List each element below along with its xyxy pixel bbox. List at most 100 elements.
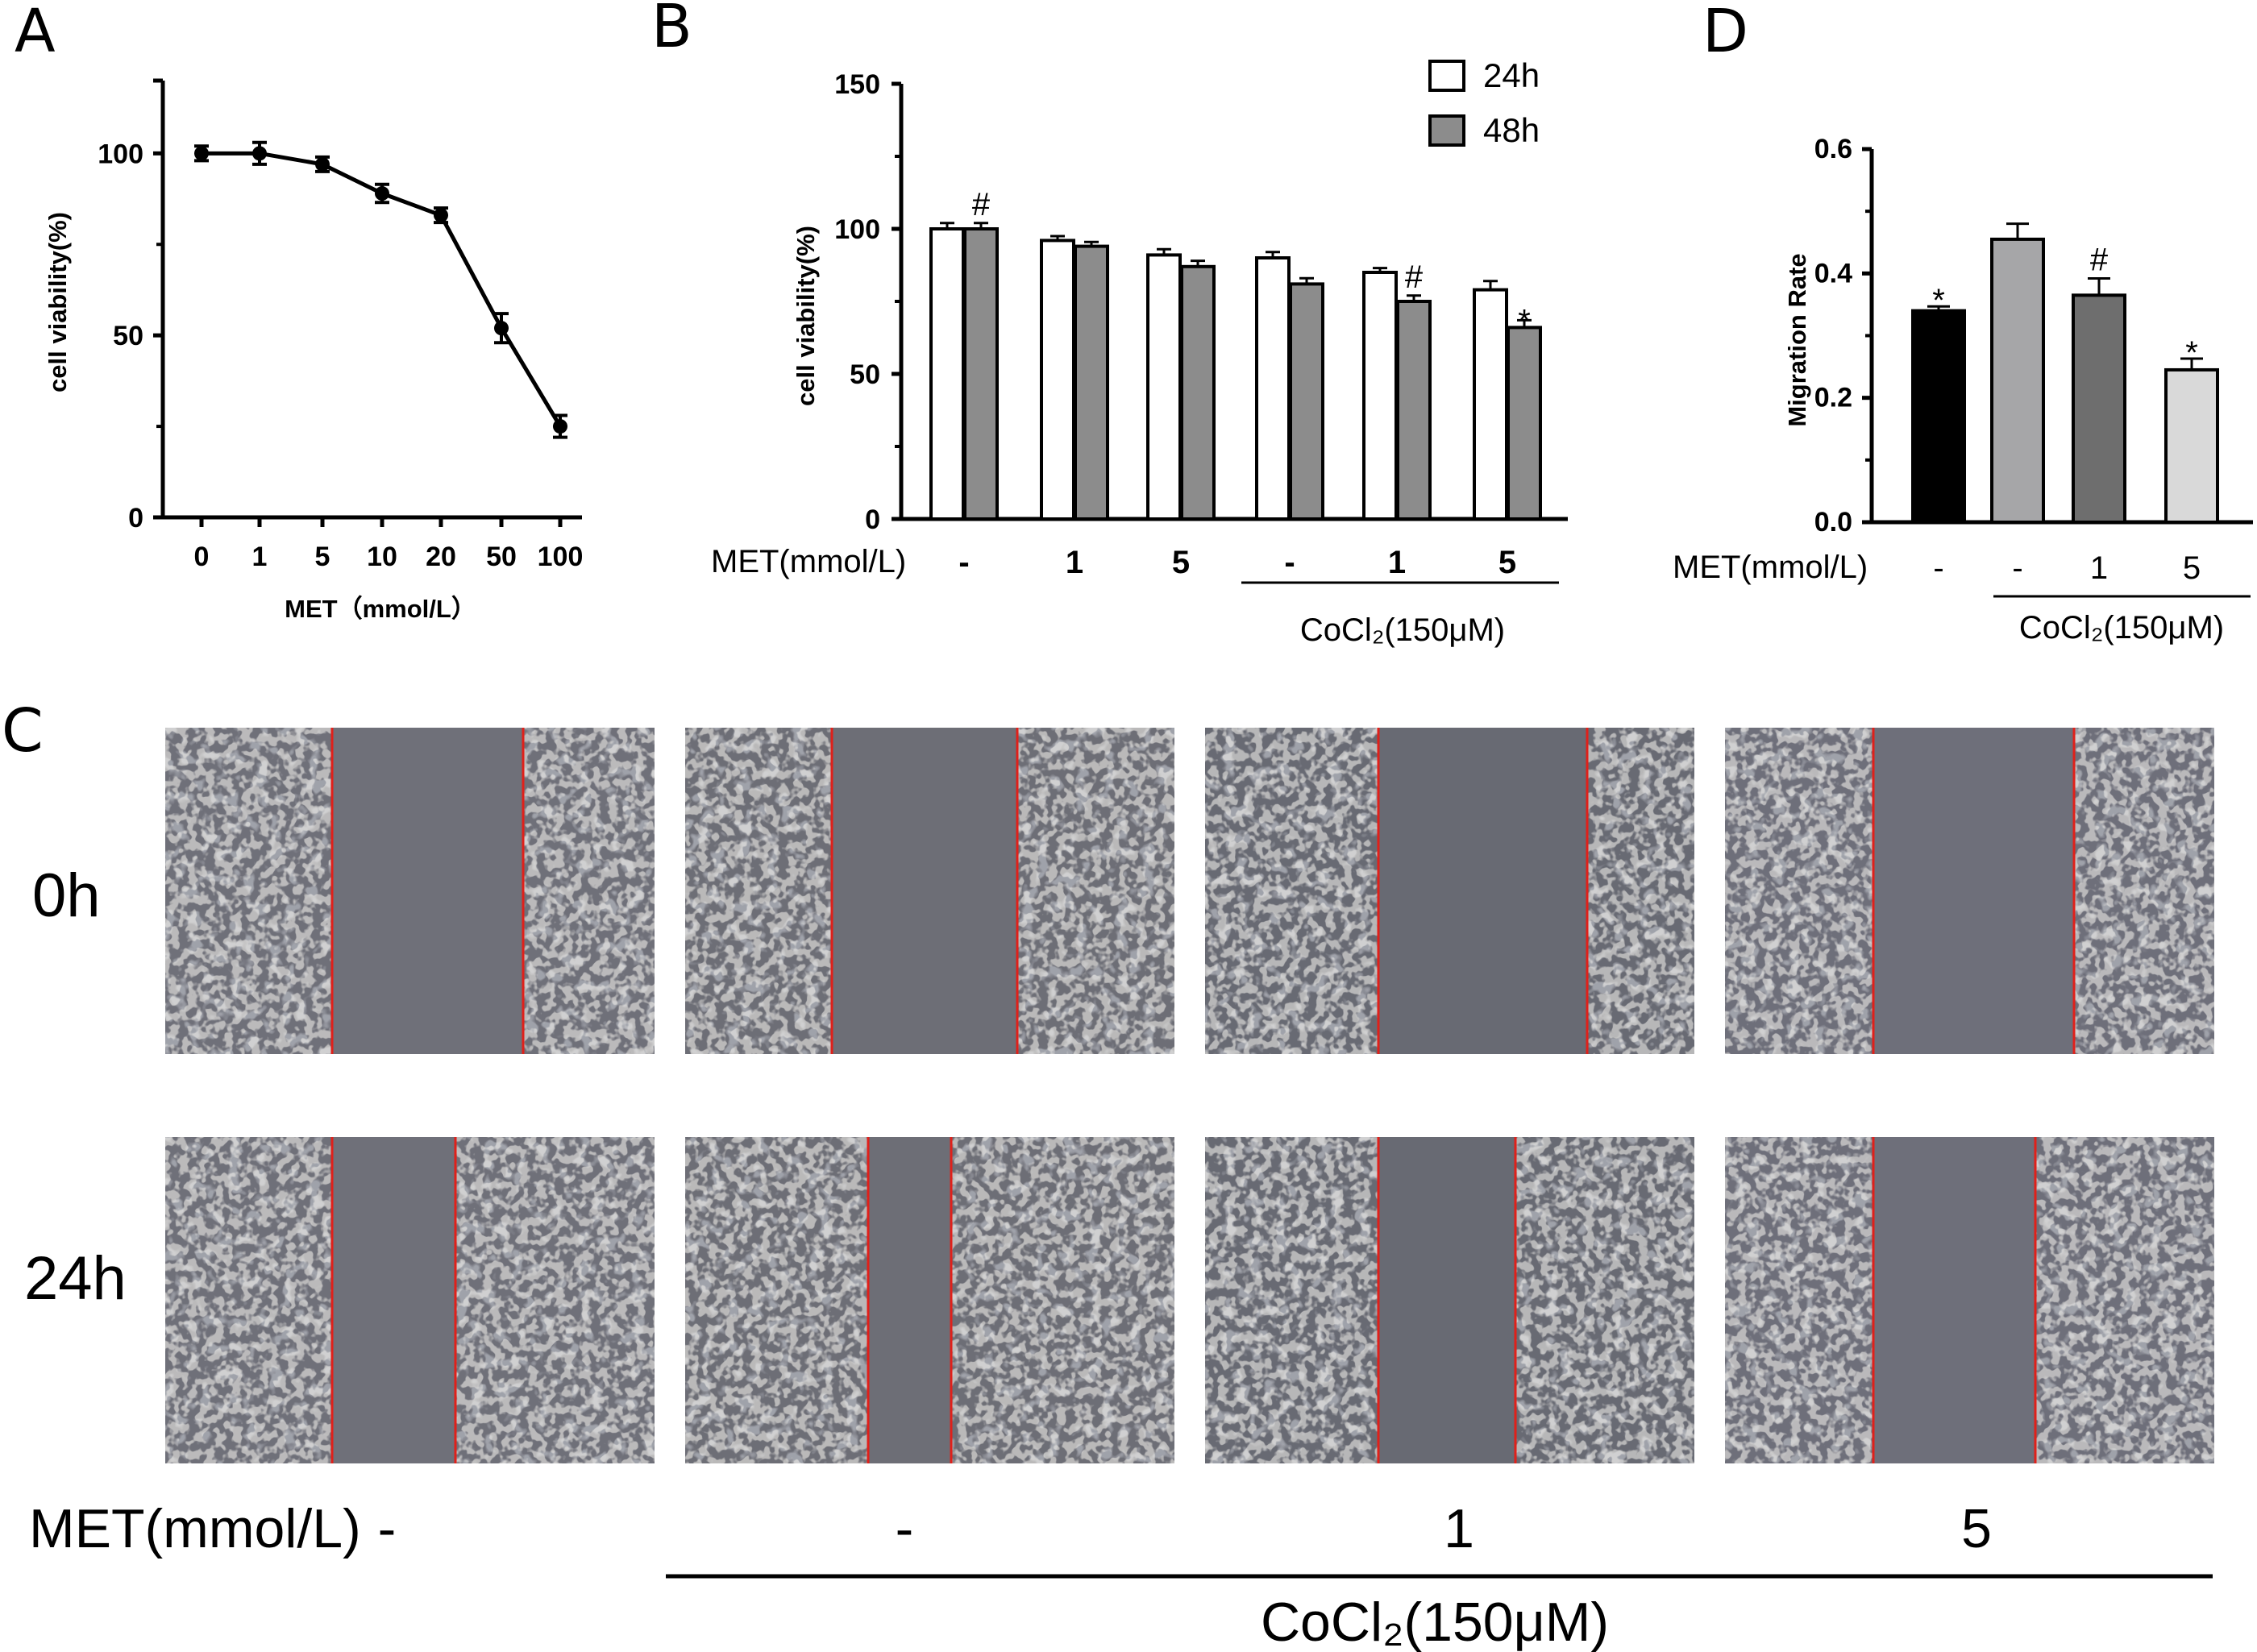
cell-texture: [1725, 728, 1873, 1054]
wound-healing-panel: 0h 24h MET(mmol/L) - - 1 5 CoCl₂(150μM): [24, 728, 2214, 1652]
d-significance-mark: *: [2185, 335, 2198, 371]
a-point: [494, 321, 509, 336]
chart-b: 0 50 100 150 # # * 24h 48h cell viability(%) M…: [711, 56, 1568, 648]
row-label-0h: 0h: [32, 861, 101, 930]
d-met-label: MET(mmol/L): [1673, 550, 1868, 585]
c-met-value: 1: [1444, 1498, 1474, 1559]
panel-label-b: B: [651, 0, 692, 61]
b-category-label: -: [1284, 545, 1295, 580]
b-bar-24h: [1255, 256, 1291, 521]
b-bar-48h: [1074, 244, 1109, 521]
c-cocl2-label: CoCl₂(150μM): [1261, 1592, 1609, 1652]
b-y-tick-label: 150: [834, 69, 880, 100]
b-category-label: 1: [1388, 545, 1406, 580]
c-met-label: MET(mmol/L): [29, 1498, 361, 1559]
a-x-tick-label: 5: [315, 542, 330, 572]
b-legend-swatch: [1428, 60, 1465, 92]
d-category-label: -: [2012, 550, 2022, 586]
a-point: [375, 186, 389, 201]
cell-texture: [685, 728, 832, 1054]
a-y-axis-label: cell viability(%): [44, 212, 72, 392]
b-cocl2-label: CoCl₂(150μM): [1300, 612, 1505, 648]
b-bar-24h: [1362, 271, 1398, 521]
row-label-24h: 24h: [24, 1244, 127, 1313]
cell-texture: [1205, 728, 1378, 1054]
b-met-label: MET(mmol/L): [711, 544, 906, 579]
d-category-label: -: [1933, 550, 1943, 586]
b-legend-swatch: [1428, 114, 1465, 147]
c-met-value: -: [378, 1498, 397, 1559]
cell-texture: [1205, 1137, 1378, 1463]
d-y-tick-label: 0.6: [1814, 134, 1852, 164]
b-bar-48h: [1396, 300, 1432, 521]
d-y-tick-label: 0.2: [1814, 383, 1852, 413]
b-bar-24h: [1146, 253, 1182, 521]
b-bar-24h: [929, 227, 965, 521]
a-x-tick-label: 1: [252, 542, 268, 572]
a-point: [252, 146, 267, 161]
panel-label-c: C: [2, 696, 44, 766]
b-bar-48h: [963, 227, 999, 521]
a-x-tick-label: 50: [486, 542, 517, 572]
b-category-label: 1: [1066, 545, 1083, 580]
panel-label-d: D: [1702, 0, 1748, 66]
b-y-tick-label: 50: [850, 359, 880, 390]
panel-label-a: A: [15, 0, 56, 66]
b-legend-label: 24h: [1483, 56, 1540, 94]
b-bar-48h: [1507, 326, 1542, 521]
chart-d: 0.0 0.2 0.4 0.6 * # * Migration Rate MET(mmol…: [1673, 134, 2253, 645]
a-point: [315, 156, 330, 172]
cell-texture: [165, 1137, 332, 1463]
b-significance-mark: #: [972, 187, 991, 222]
cell-texture: [1515, 1137, 1694, 1463]
chart-a: 0 50 100 0 1 5 10 20 50 100 cell viability(%) ME…: [44, 78, 584, 623]
d-bar: [2072, 293, 2126, 524]
b-bar-24h: [1040, 239, 1075, 521]
a-x-tick-label: 0: [194, 542, 210, 572]
cell-texture: [1587, 728, 1694, 1054]
b-y-tick-label: 0: [865, 504, 880, 535]
cell-texture: [2035, 1137, 2214, 1463]
cell-texture: [1725, 1137, 1873, 1463]
a-x-tick-label: 100: [538, 542, 584, 572]
a-y-tick-label: 0: [128, 503, 143, 533]
a-point: [553, 419, 567, 434]
cell-texture: [951, 1137, 1174, 1463]
cell-texture: [523, 728, 655, 1054]
cell-texture: [455, 1137, 655, 1463]
b-category-label: 5: [1498, 545, 1516, 580]
d-bar: [1990, 237, 2045, 524]
b-bar-24h: [1473, 288, 1508, 521]
a-point: [194, 146, 209, 161]
b-significance-mark: *: [1518, 303, 1531, 338]
cell-texture: [1017, 728, 1174, 1054]
b-bar-48h: [1289, 282, 1324, 521]
b-bar-48h: [1180, 264, 1216, 521]
d-y-axis-label: Migration Rate: [1783, 253, 1811, 426]
c-met-value: -: [896, 1498, 914, 1559]
d-category-label: 1: [2090, 550, 2108, 586]
d-category-label: 5: [2183, 550, 2201, 586]
a-x-tick-label: 10: [367, 542, 397, 572]
d-bar: [2164, 367, 2219, 525]
cell-texture: [165, 728, 332, 1054]
b-category-label: -: [958, 545, 969, 580]
a-y-tick-label: 50: [113, 321, 143, 351]
cell-texture: [2074, 728, 2214, 1054]
d-significance-mark: *: [1932, 283, 1945, 318]
d-significance-mark: #: [2090, 243, 2109, 278]
b-y-tick-label: 100: [834, 214, 880, 245]
d-y-tick-label: 0.4: [1814, 258, 1852, 288]
c-met-value: 5: [1961, 1498, 1992, 1559]
d-y-tick-label: 0.0: [1814, 507, 1852, 538]
b-category-label: 5: [1172, 545, 1190, 580]
a-y-tick-label: 100: [98, 139, 143, 169]
a-x-axis-label: MET（mmol/L）: [285, 595, 476, 623]
b-legend-label: 48h: [1483, 111, 1540, 149]
a-point: [434, 208, 448, 223]
a-x-tick-label: 20: [426, 542, 456, 572]
cell-texture: [685, 1137, 868, 1463]
d-bar: [1911, 309, 1966, 524]
d-cocl2-label: CoCl₂(150μM): [2019, 610, 2224, 645]
